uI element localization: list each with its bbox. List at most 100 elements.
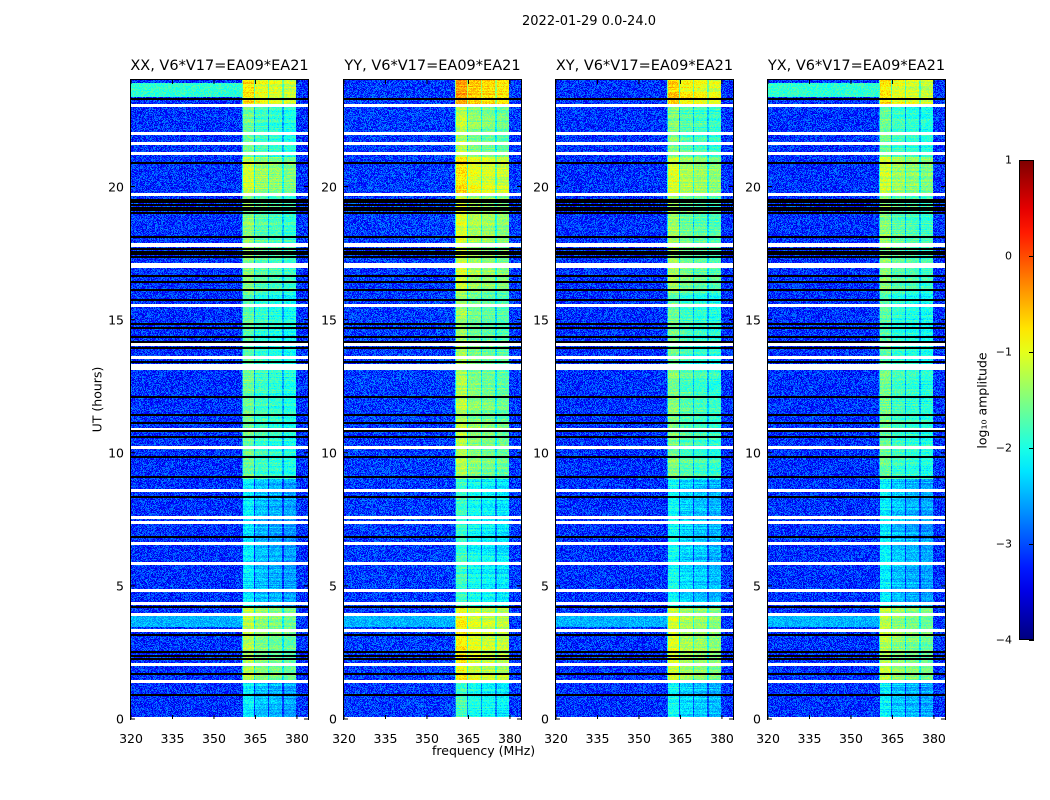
axis-ticks [130, 80, 308, 720]
flagged-row-black [344, 414, 521, 417]
colorbar-tick [1029, 448, 1034, 449]
flagged-row-white [344, 446, 521, 450]
flagged-row-black [768, 274, 945, 277]
flagged-row-black [344, 209, 521, 212]
flagged-row-black [556, 535, 733, 538]
colorbar [1019, 160, 1034, 640]
flagged-row-black [131, 281, 308, 284]
flagged-row-white [768, 152, 945, 156]
flagged-row-black [768, 248, 945, 251]
flagged-row-black [344, 430, 521, 433]
flagged-row-black [344, 250, 521, 253]
flagged-row-white [344, 342, 521, 346]
spectrogram-panel-4: YX, V6*V17=EA09*EA21 320 335 350 365 380 0 5 10 1… [745, 58, 946, 746]
panel-title: YY, V6*V17=EA09*EA21 [344, 58, 521, 74]
flagged-row-black [556, 435, 733, 438]
y-tick-label: 20 [533, 179, 549, 194]
flagged-row-black [556, 455, 733, 458]
flagged-row-white [768, 193, 945, 197]
flagged-row-white [768, 427, 945, 431]
flagged-row-white [344, 363, 521, 367]
flagged-row-black [556, 250, 733, 253]
flagged-row-black [344, 361, 521, 364]
flagged-row-black [131, 209, 308, 212]
flagged-row-black [556, 248, 733, 251]
flagged-row-white [344, 679, 521, 683]
flagged-row-white [556, 427, 733, 431]
flagged-row-white [768, 265, 945, 269]
flagged-row-black [768, 414, 945, 417]
flagged-row-white [344, 132, 521, 136]
flagged-row-black [768, 198, 945, 201]
x-tick-label: 365 [456, 731, 481, 746]
flagged-row-white [344, 588, 521, 592]
y-tick-label: 20 [321, 179, 337, 194]
flagged-row-black [768, 236, 945, 239]
flagged-row-black [768, 655, 945, 658]
flagged-row-white [556, 104, 733, 108]
flagged-row-white [344, 141, 521, 145]
flagged-row-black [768, 201, 945, 204]
flagged-row-white [556, 679, 733, 683]
flagged-row-white [131, 132, 308, 136]
colorbar-tick-label: 0 [1005, 249, 1012, 263]
flagged-row-white [131, 663, 308, 667]
flagged-row-black [768, 435, 945, 438]
y-tick-label: 0 [116, 711, 124, 727]
spectrogram-heatmap [556, 80, 733, 719]
flagged-row-black [768, 658, 945, 661]
flagged-row-white [556, 342, 733, 346]
y-tick-label: 20 [745, 179, 761, 194]
x-tick-label: 350 [627, 731, 651, 746]
flagged-row-black [131, 274, 308, 277]
flagged-row-black [131, 414, 308, 417]
flagged-row-black [344, 201, 521, 204]
flagged-row-white [344, 366, 521, 370]
flagged-row-black [768, 606, 945, 609]
y-tick-label: 5 [329, 578, 337, 594]
flagged-row-black [131, 253, 308, 256]
flagged-row-black [344, 672, 521, 675]
flagged-row-white [131, 562, 308, 566]
flagged-row-black [768, 289, 945, 292]
flagged-row-black [344, 475, 521, 478]
flagged-row-white [556, 562, 733, 566]
flagged-row-white [344, 602, 521, 606]
flagged-row-black [768, 209, 945, 212]
flagged-row-white [131, 588, 308, 592]
y-tick-label: 5 [753, 578, 761, 594]
x-tick-label: 320 [544, 731, 568, 746]
flagged-row-white [344, 193, 521, 197]
flagged-row-white [344, 612, 521, 616]
flagged-row-black [556, 97, 733, 100]
flagged-row-black [556, 198, 733, 201]
flagged-row-white [344, 262, 521, 266]
flagged-row-black [344, 422, 521, 425]
flagged-row-white [131, 628, 308, 632]
y-tick-label: 5 [116, 578, 124, 594]
flagged-row-black [344, 634, 521, 637]
spectrogram-panel-2: YY, V6*V17=EA09*EA21 320 335 350 365 380 0 5 10 1… [321, 58, 522, 746]
flagged-row-black [131, 204, 308, 207]
colorbar-tick-label: −1 [995, 345, 1012, 359]
flagged-row-black [131, 289, 308, 292]
flagged-row-black [768, 212, 945, 215]
spectrogram-heatmap [131, 80, 308, 719]
figure-title: 2022-01-29 0.0-24.0 [522, 14, 656, 29]
flagged-row-black [344, 298, 521, 301]
flagged-row-white [131, 612, 308, 616]
flagged-row-black [344, 326, 521, 329]
flagged-row-black [344, 206, 521, 209]
flagged-row-black [131, 97, 308, 100]
flagged-row-white [131, 366, 308, 370]
flagged-row-black [131, 250, 308, 253]
flagged-row-white [344, 663, 521, 667]
flagged-row-white [768, 355, 945, 359]
flagged-row-black [768, 97, 945, 100]
flagged-row-white [556, 663, 733, 667]
flagged-row-black [768, 346, 945, 349]
x-tick-label: 335 [160, 731, 185, 746]
x-tick-label: 380 [285, 731, 309, 746]
flagged-row-black [556, 430, 733, 433]
x-tick-label: 350 [202, 731, 226, 746]
